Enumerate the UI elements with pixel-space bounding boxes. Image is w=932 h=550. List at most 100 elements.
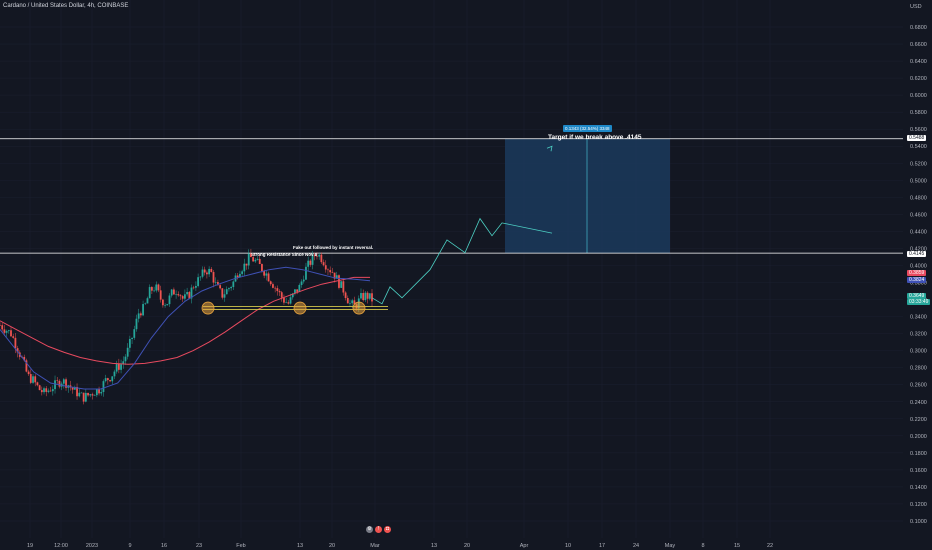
candle-body xyxy=(329,270,332,273)
candle-body xyxy=(199,276,202,278)
settings-icon[interactable]: ⚙ xyxy=(366,526,373,533)
candle-body xyxy=(78,392,81,397)
candle-body xyxy=(7,330,10,332)
candle-body xyxy=(16,348,19,353)
candle-body xyxy=(351,300,354,304)
candle-body xyxy=(241,271,244,274)
ma-blue-line xyxy=(0,266,371,390)
candle-body xyxy=(265,273,268,276)
candle-body xyxy=(49,390,52,392)
candle-body xyxy=(283,297,285,303)
currency-label[interactable]: USD xyxy=(910,4,922,10)
candle-body xyxy=(122,361,125,365)
x-tick-label: 23 xyxy=(196,543,202,549)
x-tick-label: 17 xyxy=(599,543,605,549)
y-tick-label: 0.5600 xyxy=(910,127,927,133)
candle-body xyxy=(294,289,296,294)
candle-body xyxy=(71,387,74,390)
countdown-badge: 03:33:49 xyxy=(907,299,931,305)
candle-body xyxy=(267,273,270,282)
candle-body xyxy=(236,275,239,278)
candle-body xyxy=(126,347,129,357)
candle-body xyxy=(368,293,371,299)
candle-body xyxy=(340,281,343,288)
resistance-price-badge: 0.5488 xyxy=(907,135,927,141)
candle-body xyxy=(168,295,171,305)
candle-body xyxy=(305,266,307,280)
y-tick-label: 0.5000 xyxy=(910,178,927,184)
y-tick-label: 0.2800 xyxy=(910,366,927,372)
candle-body xyxy=(150,287,153,291)
candle-body xyxy=(133,329,136,338)
x-tick-label: 9 xyxy=(128,543,131,549)
candle-body xyxy=(232,281,235,288)
candle-body xyxy=(318,254,321,257)
candle-body xyxy=(186,292,189,295)
candle-body xyxy=(274,287,277,289)
candle-body xyxy=(309,260,312,265)
candle-body xyxy=(54,380,56,390)
y-tick-label: 0.4000 xyxy=(910,263,927,269)
candle-body xyxy=(3,329,6,333)
candle-body xyxy=(27,371,30,375)
y-tick-label: 0.1400 xyxy=(910,485,927,491)
candle-body xyxy=(250,253,252,258)
alert-icon[interactable]: ! xyxy=(375,526,382,533)
x-tick-label: 15 xyxy=(734,543,740,549)
candle-body xyxy=(243,263,246,272)
candle-body xyxy=(221,288,224,298)
candle-body xyxy=(12,336,15,338)
candle-body xyxy=(353,300,356,305)
candle-body xyxy=(291,293,294,298)
candle-body xyxy=(342,281,345,293)
x-tick-label: 20 xyxy=(329,543,335,549)
candle-body xyxy=(148,287,151,299)
candle-body xyxy=(269,281,272,285)
camera-icon[interactable]: ◘ xyxy=(384,526,391,533)
candle-body xyxy=(62,379,65,384)
candle-body xyxy=(331,272,334,273)
symbol-title[interactable]: Cardano / United States Dollar, 4h, COIN… xyxy=(3,3,129,9)
candle-body xyxy=(206,272,208,275)
candle-body xyxy=(316,256,318,257)
candle-body xyxy=(25,360,28,372)
candle-body xyxy=(287,302,290,304)
candle-body xyxy=(307,260,310,267)
candle-body xyxy=(296,289,299,292)
y-tick-label: 0.6200 xyxy=(910,76,927,82)
candle-body xyxy=(111,376,114,382)
candle-body xyxy=(29,374,32,383)
candle-body xyxy=(212,272,215,283)
candle-body xyxy=(166,304,169,306)
candle-body xyxy=(302,279,305,282)
candle-body xyxy=(192,287,195,289)
candle-body xyxy=(261,264,263,271)
x-tick-label: Feb xyxy=(236,543,245,549)
candle-body xyxy=(58,380,61,387)
candle-body xyxy=(217,282,219,286)
y-tick-label: 0.6000 xyxy=(910,93,927,99)
x-tick-label: 20 xyxy=(464,543,470,549)
candle-body xyxy=(214,282,217,283)
projection-path[interactable] xyxy=(371,217,553,305)
candle-body xyxy=(195,286,197,288)
x-tick-label: 24 xyxy=(633,543,639,549)
candle-body xyxy=(311,254,314,265)
y-tick-label: 0.6800 xyxy=(910,25,927,31)
candle-body xyxy=(208,268,211,275)
candle-body xyxy=(364,292,367,301)
x-tick-label: May xyxy=(665,543,676,549)
candle-body xyxy=(117,363,120,370)
candle-body xyxy=(51,389,54,392)
candle-body xyxy=(1,325,4,330)
candle-body xyxy=(327,269,329,271)
y-tick-label: 0.1200 xyxy=(910,502,927,508)
candle-body xyxy=(179,295,182,297)
candle-body xyxy=(252,257,255,262)
candle-body xyxy=(164,305,166,306)
candle-body xyxy=(142,304,144,316)
candle-body xyxy=(95,389,98,396)
candle-body xyxy=(137,313,140,319)
candle-body xyxy=(346,298,349,304)
